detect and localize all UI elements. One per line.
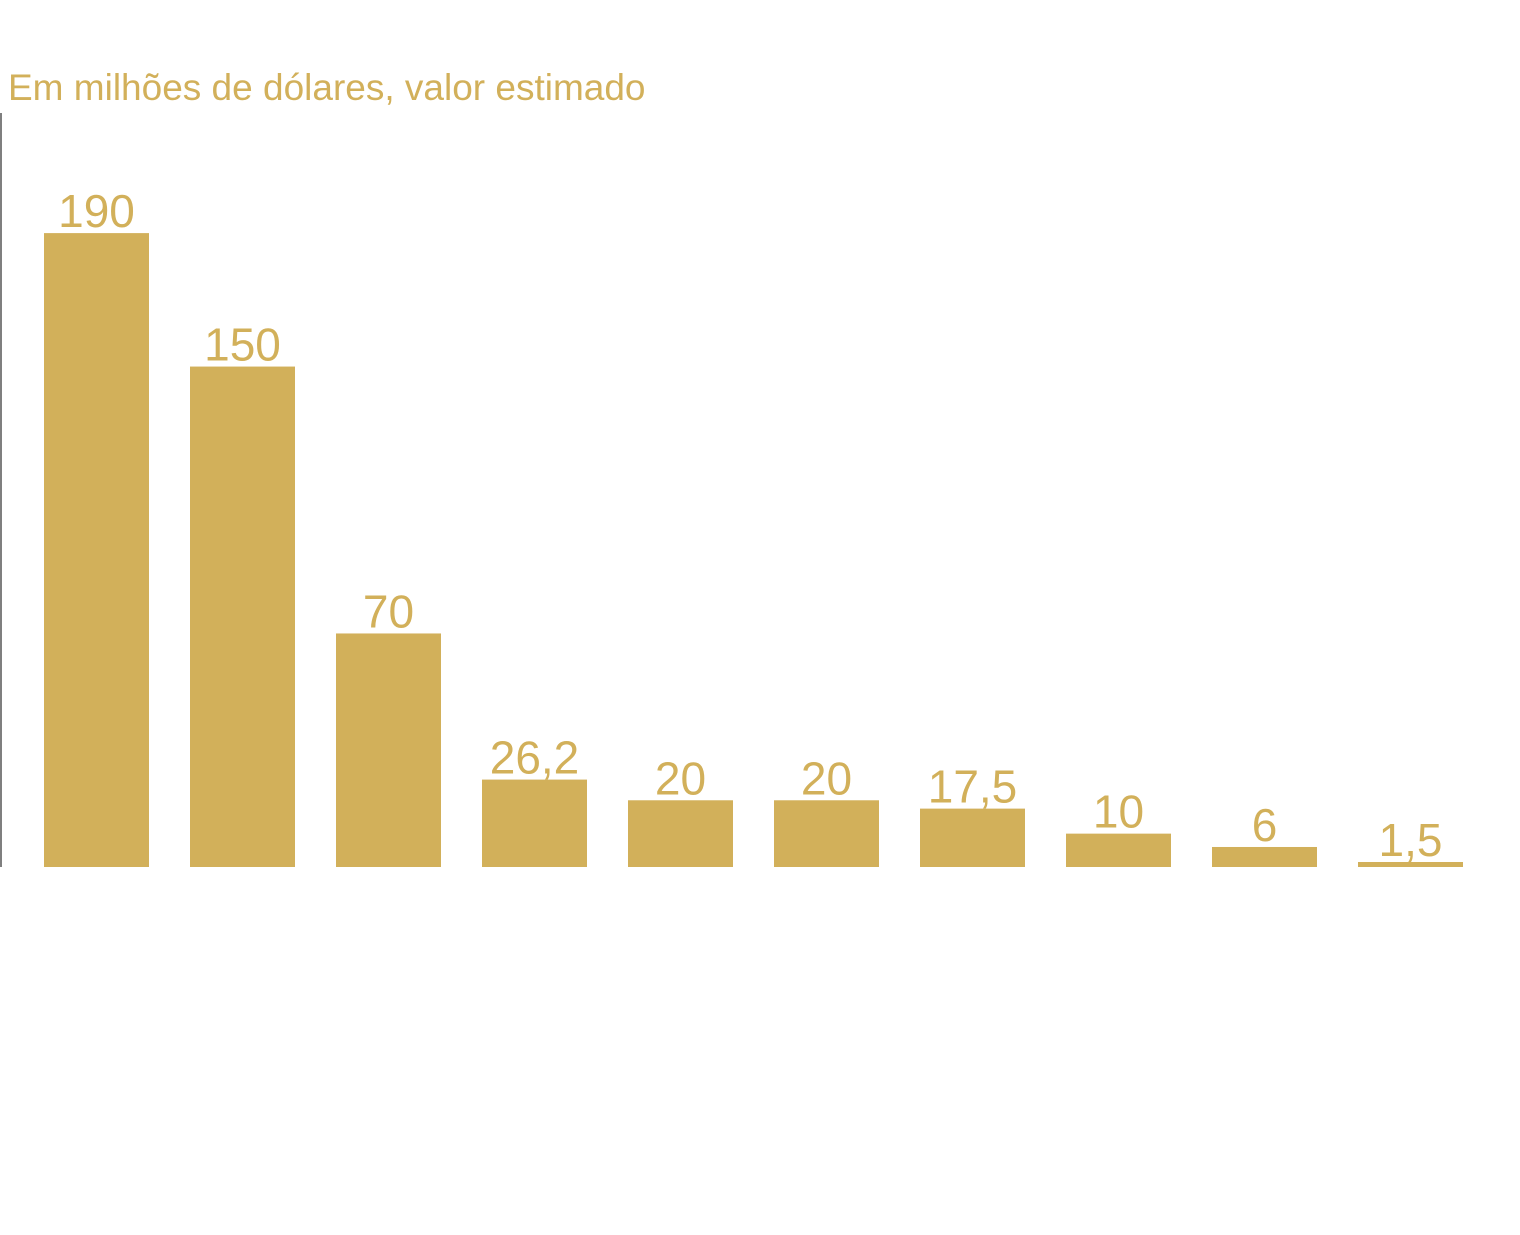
value-label: 26,2 — [490, 732, 580, 784]
bar — [920, 808, 1025, 867]
value-label: 1,5 — [1379, 814, 1443, 866]
value-label: 20 — [655, 752, 706, 804]
chart-title: Em milhões de dólares, valor estimado — [8, 67, 646, 108]
value-label: 6 — [1252, 799, 1278, 851]
bar — [774, 800, 879, 867]
value-label: 17,5 — [928, 761, 1018, 813]
value-label: 20 — [801, 752, 852, 804]
bar — [1358, 861, 1463, 867]
value-label: 190 — [58, 185, 135, 237]
bar — [336, 633, 441, 867]
bar — [1066, 833, 1171, 867]
bar — [190, 366, 295, 867]
bar — [44, 233, 149, 867]
bar — [628, 800, 733, 867]
value-label: 10 — [1093, 786, 1144, 838]
value-label: 150 — [204, 319, 281, 371]
bar — [482, 779, 587, 867]
bar — [1212, 846, 1317, 867]
value-label: 70 — [363, 585, 414, 637]
